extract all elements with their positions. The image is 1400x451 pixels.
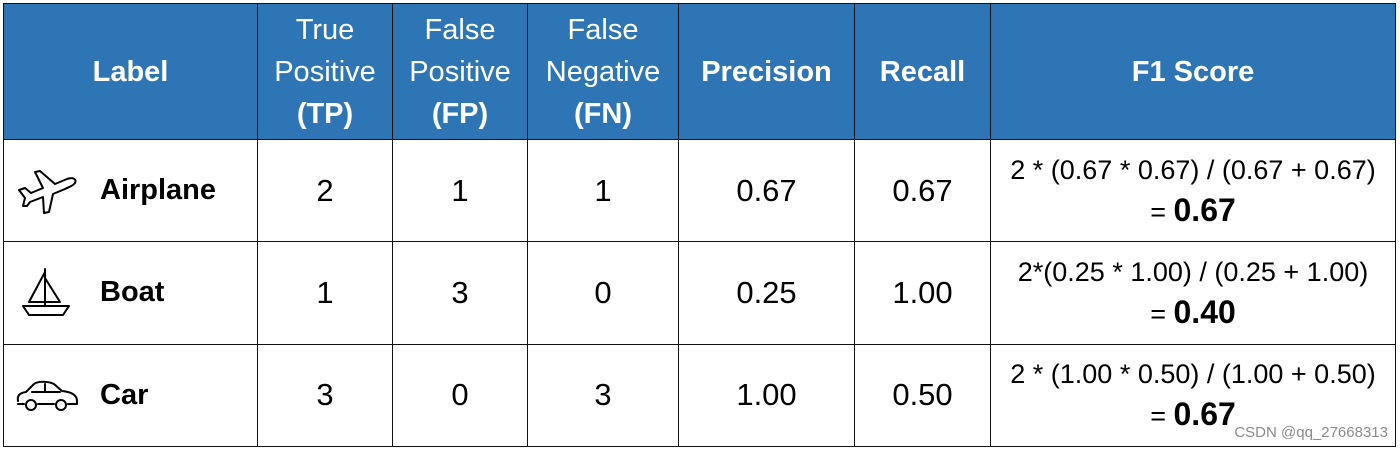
f1-formula: 2 * (0.67 * 0.67) / (0.67 + 0.67): [1010, 154, 1376, 185]
header-false-positive: False Positive (FP): [392, 3, 528, 140]
f1-result: = 0.67: [992, 190, 1395, 232]
f1-value: 0.67: [1173, 396, 1236, 433]
airplane-icon: [14, 164, 80, 218]
f1-equals: =: [1150, 196, 1174, 227]
header-recall: Recall: [854, 3, 991, 140]
table-row: Airplane 2 1 1 0.67 0.67 2 * (0.67 * 0.6…: [3, 138, 1396, 243]
f1-cell: 2*(0.25 * 1.00) / (0.25 + 1.00) = 0.40: [990, 241, 1396, 345]
f1-result: = 0.40: [992, 292, 1395, 334]
car-icon: [14, 368, 80, 422]
f1-equals: =: [1150, 401, 1174, 432]
table-row: Car 3 0 3 1.00 0.50 2 * (1.00 * 0.50) / …: [3, 343, 1396, 448]
row-label: Boat: [100, 276, 165, 309]
header-label: Label: [3, 3, 258, 140]
f1-formula: 2*(0.25 * 1.00) / (0.25 + 1.00): [1017, 256, 1369, 287]
sailboat-icon: [14, 266, 80, 320]
precision-cell: 0.67: [678, 138, 855, 243]
f1-formula: 2 * (1.00 * 0.50) / (1.00 + 0.50): [1010, 359, 1376, 390]
label-cell: Airplane: [3, 138, 258, 243]
fp-cell: 3: [392, 241, 528, 345]
f1-equals: =: [1150, 298, 1174, 329]
tp-cell: 3: [257, 343, 393, 448]
header-fn-line1: False: [567, 13, 639, 46]
f1-value: 0.40: [1173, 293, 1236, 330]
fn-cell: 1: [527, 138, 679, 243]
fp-cell: 1: [392, 138, 528, 243]
f1-result: = 0.67: [992, 394, 1395, 436]
label-cell: Car: [3, 343, 258, 448]
header-fp-line3: (FP): [431, 97, 489, 130]
fn-cell: 0: [527, 241, 679, 345]
precision-cell: 1.00: [678, 343, 855, 448]
header-f1-score: F1 Score: [990, 3, 1396, 140]
row-label: Car: [100, 378, 149, 411]
f1-cell: 2 * (1.00 * 0.50) / (1.00 + 0.50) = 0.67: [990, 343, 1396, 448]
header-tp-line2: Positive: [274, 55, 376, 88]
tp-cell: 1: [257, 241, 393, 345]
recall-cell: 1.00: [854, 241, 991, 345]
tp-cell: 2: [257, 138, 393, 243]
precision-cell: 0.25: [678, 241, 855, 345]
header-precision: Precision: [678, 3, 855, 140]
header-fn-line3: (FN): [574, 97, 632, 130]
recall-cell: 0.50: [854, 343, 991, 448]
table-row: Boat 1 3 0 0.25 1.00 2*(0.25 * 1.00) / (…: [3, 241, 1396, 345]
fn-cell: 3: [527, 343, 679, 448]
header-tp-line3: (TP): [296, 97, 354, 130]
label-cell: Boat: [3, 241, 258, 345]
header-row: Label True Positive (TP) False Positive …: [3, 3, 1396, 140]
f1-value: 0.67: [1173, 191, 1236, 228]
row-label: Airplane: [100, 174, 217, 207]
header-tp-line1: True: [295, 13, 355, 46]
f1-cell: 2 * (0.67 * 0.67) / (0.67 + 0.67) = 0.67: [990, 138, 1396, 243]
watermark: CSDN @qq_27668313: [1234, 424, 1388, 441]
header-fn-line2: Negative: [545, 55, 661, 88]
recall-cell: 0.67: [854, 138, 991, 243]
fp-cell: 0: [392, 343, 528, 448]
header-false-negative: False Negative (FN): [527, 3, 679, 140]
metrics-table: Label True Positive (TP) False Positive …: [3, 3, 1396, 448]
header-true-positive: True Positive (TP): [257, 3, 393, 140]
header-fp-line1: False: [424, 13, 496, 46]
header-fp-line2: Positive: [409, 55, 511, 88]
